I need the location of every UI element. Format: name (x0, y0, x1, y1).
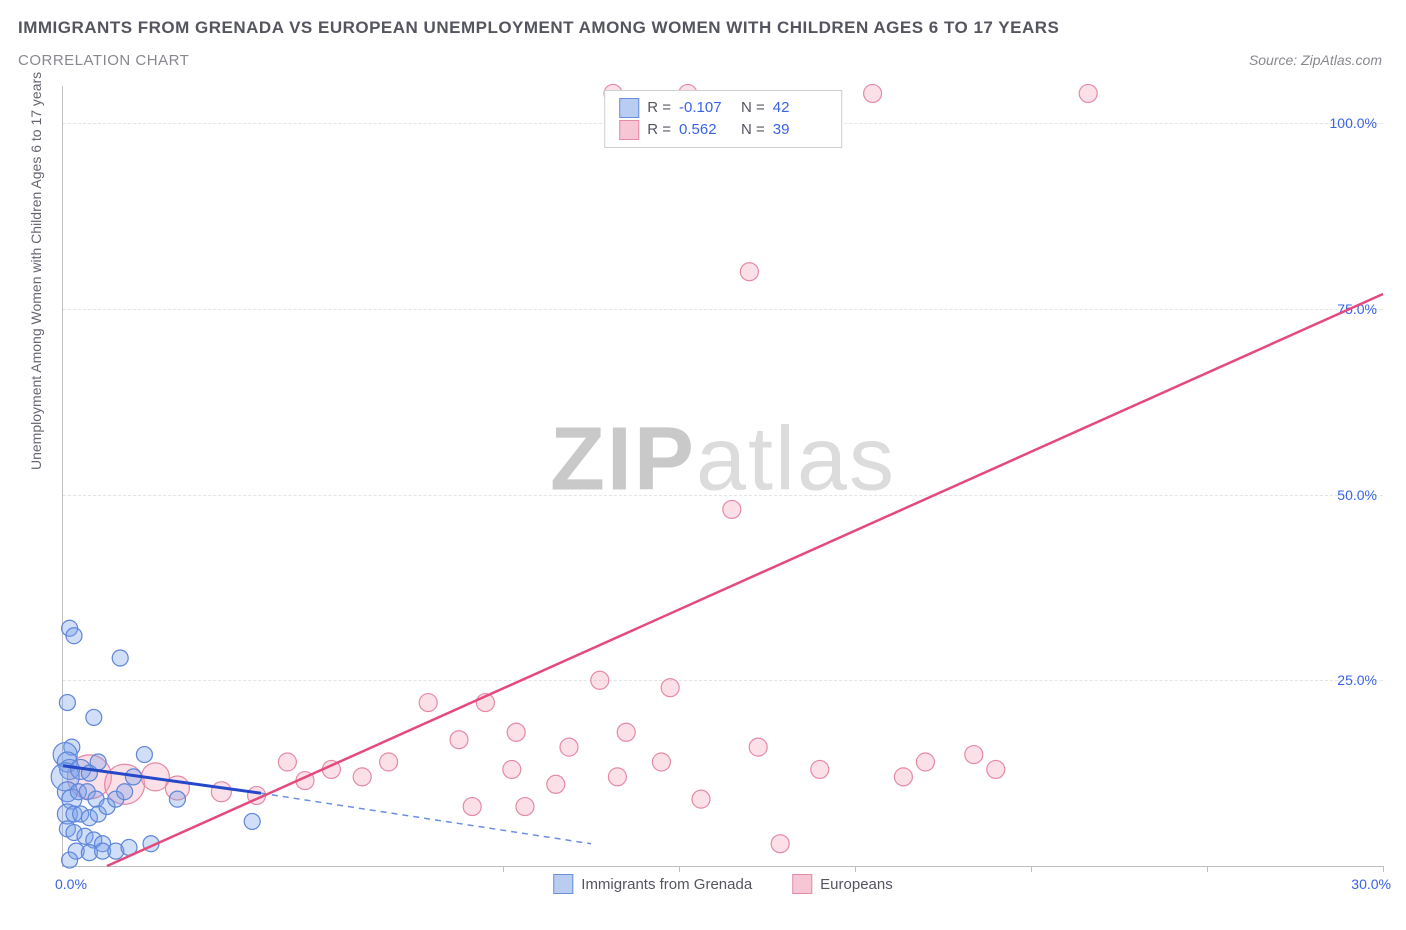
data-point (1079, 84, 1097, 102)
data-point (211, 782, 231, 802)
plot-svg (63, 86, 1383, 866)
swatch-pink (619, 120, 639, 140)
data-point (419, 694, 437, 712)
n-label-blue: N = (741, 97, 765, 119)
data-point (617, 723, 635, 741)
legend-item-blue: Immigrants from Grenada (553, 874, 752, 894)
swatch-blue-bottom (553, 874, 573, 894)
trend-line (261, 793, 591, 844)
data-point (112, 650, 128, 666)
data-point (652, 753, 670, 771)
r-label-blue: R = (647, 97, 671, 119)
x-tick-mark (1031, 866, 1032, 872)
swatch-pink-bottom (792, 874, 812, 894)
x-tick-label: 0.0% (55, 876, 87, 892)
data-point (516, 798, 534, 816)
source-attribution: Source: ZipAtlas.com (1249, 52, 1382, 68)
data-point (59, 695, 75, 711)
swatch-blue (619, 98, 639, 118)
chart-subtitle: CORRELATION CHART (18, 52, 189, 69)
x-tick-label: 30.0% (1351, 876, 1391, 892)
data-point (692, 790, 710, 808)
data-point (864, 84, 882, 102)
data-point (380, 753, 398, 771)
y-axis-label: Unemployment Among Women with Children A… (28, 72, 44, 470)
data-point (987, 760, 1005, 778)
data-point (560, 738, 578, 756)
legend-row-blue: R = -0.107 N = 42 (619, 97, 827, 119)
data-point (771, 835, 789, 853)
data-point (66, 628, 82, 644)
data-point (894, 768, 912, 786)
source-prefix: Source: (1249, 52, 1301, 68)
legend-item-pink: Europeans (792, 874, 893, 894)
n-value-pink: 39 (773, 119, 827, 141)
source-name: ZipAtlas.com (1301, 52, 1382, 68)
r-value-pink: 0.562 (679, 119, 733, 141)
data-point (503, 760, 521, 778)
series-name-blue: Immigrants from Grenada (581, 876, 752, 893)
data-point (608, 768, 626, 786)
correlation-legend: R = -0.107 N = 42 R = 0.562 N = 39 (604, 90, 842, 148)
data-point (965, 746, 983, 764)
data-point (507, 723, 525, 741)
r-label-pink: R = (647, 119, 671, 141)
data-point (90, 754, 106, 770)
data-point (117, 784, 133, 800)
data-point (591, 671, 609, 689)
data-point (740, 263, 758, 281)
series-name-pink: Europeans (820, 876, 893, 893)
legend-row-pink: R = 0.562 N = 39 (619, 119, 827, 141)
data-point (450, 731, 468, 749)
data-point (278, 753, 296, 771)
series-legend: Immigrants from Grenada Europeans (553, 874, 892, 894)
x-tick-mark (503, 866, 504, 872)
data-point (463, 798, 481, 816)
x-tick-mark (855, 866, 856, 872)
x-tick-mark (1383, 866, 1384, 872)
scatter-plot: ZIPatlas R = -0.107 N = 42 R = 0.562 N =… (62, 86, 1383, 867)
data-point (353, 768, 371, 786)
r-value-blue: -0.107 (679, 97, 733, 119)
x-tick-mark (679, 866, 680, 872)
n-value-blue: 42 (773, 97, 827, 119)
data-point (723, 500, 741, 518)
data-point (244, 813, 260, 829)
data-point (86, 709, 102, 725)
data-point (547, 775, 565, 793)
chart-title: IMMIGRANTS FROM GRENADA VS EUROPEAN UNEM… (18, 18, 1059, 38)
x-tick-mark (1207, 866, 1208, 872)
n-label-pink: N = (741, 119, 765, 141)
data-point (749, 738, 767, 756)
trend-line (107, 294, 1383, 866)
data-point (136, 747, 152, 763)
data-point (916, 753, 934, 771)
data-point (62, 852, 78, 868)
data-point (661, 679, 679, 697)
data-point (169, 791, 185, 807)
data-point (811, 760, 829, 778)
